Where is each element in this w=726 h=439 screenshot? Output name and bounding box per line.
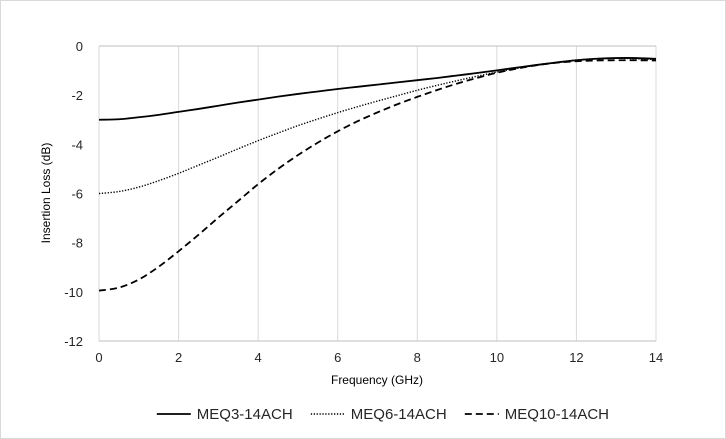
y-tick-label: -8 (71, 236, 83, 251)
legend-label: MEQ6-14ACH (351, 406, 447, 423)
y-axis-tick-labels: 0 -2 -4 -6 -8 -10 -12 (64, 39, 83, 349)
y-tick-label: -10 (64, 285, 83, 300)
legend-label: MEQ3-14ACH (197, 406, 293, 423)
x-tick-label: 4 (255, 350, 262, 365)
x-tick-label: 12 (569, 350, 583, 365)
y-tick-label: -4 (71, 137, 83, 152)
series-line-meq3-14ach (98, 57, 657, 121)
y-axis-title: Insertion Loss (dB) (39, 143, 53, 244)
legend-label: MEQ10-14ACH (505, 406, 609, 423)
x-tick-label: 14 (649, 350, 663, 365)
x-axis-title: Frequency (GHz) (331, 373, 423, 387)
legend: MEQ3-14ACH MEQ6-14ACH MEQ10-14ACH (156, 406, 609, 423)
series-line-meq10-14ach (98, 59, 657, 292)
x-tick-label: 10 (490, 350, 504, 365)
x-axis-tick-labels: 0 2 4 6 8 10 12 14 (95, 350, 663, 365)
y-tick-label: 0 (76, 39, 83, 54)
y-tick-label: -6 (71, 187, 83, 202)
x-tick-label: 0 (95, 350, 102, 365)
series-lines (98, 57, 657, 292)
y-tick-label: -12 (64, 334, 83, 349)
x-tick-label: 6 (334, 350, 341, 365)
gridlines (98, 46, 657, 341)
y-tick-label: -2 (71, 88, 83, 103)
series-line-meq6-14ach (98, 57, 657, 195)
x-tick-label: 8 (414, 350, 421, 365)
x-tick-label: 2 (175, 350, 182, 365)
plot-area-border (99, 45, 656, 342)
